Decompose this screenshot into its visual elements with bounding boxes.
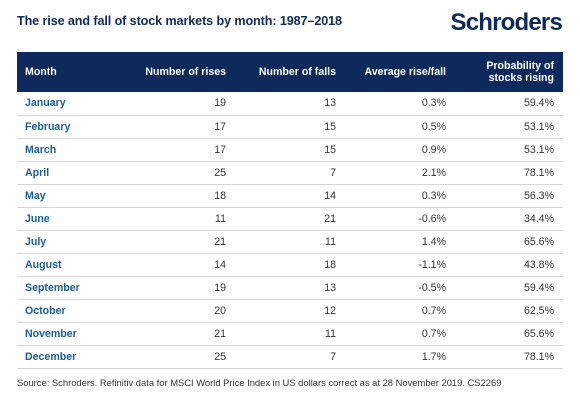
cell-probability: 59.4% (523, 281, 554, 294)
cell-rises: 21 (214, 235, 226, 248)
cell-rises: 19 (214, 97, 226, 110)
monthly-stats-table: Month Number of rises Number of falls Av… (17, 52, 563, 369)
header-rises: Number of rises (145, 66, 226, 78)
cell-month: March (25, 143, 57, 156)
table-body: January 19 13 0.3% 59.4% February 17 15 0.5% 53.1… (17, 92, 563, 368)
cell-falls: 18 (324, 258, 336, 271)
cell-falls: 15 (324, 143, 336, 156)
source-note: Source: Schroders. Refinitiv data for MS… (17, 377, 502, 388)
cell-average: -0.5% (418, 281, 446, 294)
cell-rises: 21 (214, 327, 226, 340)
cell-month: September (25, 281, 80, 294)
cell-rises: 25 (214, 350, 226, 363)
header-falls: Number of falls (258, 66, 336, 78)
cell-probability: 78.1% (523, 350, 554, 363)
cell-probability: 59.4% (523, 97, 554, 110)
cell-average: -0.6% (418, 212, 446, 225)
table-row: December 25 7 1.7% 78.1% (17, 345, 563, 368)
cell-probability: 34.4% (523, 212, 554, 225)
table-row: November 21 11 0.7% 65.6% (17, 322, 563, 345)
cell-falls: 21 (324, 212, 336, 225)
cell-probability: 53.1% (523, 120, 554, 133)
table-row: June 11 21 -0.6% 34.4% (17, 207, 563, 230)
cell-average: 1.4% (421, 235, 446, 248)
cell-falls: 11 (325, 327, 336, 340)
table-row: August 14 18 -1.1% 43.8% (17, 253, 563, 276)
cell-falls: 14 (324, 189, 336, 202)
table-row: September 19 13 -0.5% 59.4% (17, 276, 563, 299)
cell-probability: 43.8% (523, 258, 554, 271)
cell-month: January (25, 97, 66, 110)
cell-month: November (25, 327, 77, 340)
cell-falls: 7 (330, 350, 336, 363)
cell-month: April (25, 166, 50, 179)
cell-rises: 17 (214, 120, 226, 133)
cell-average: 1.7% (421, 350, 446, 363)
schroders-logo: Schroders (450, 9, 562, 36)
cell-rises: 18 (214, 189, 226, 202)
header-row: Month Number of rises Number of falls Av… (17, 52, 563, 92)
cell-average: 0.3% (421, 97, 446, 110)
cell-falls: 15 (324, 120, 336, 133)
cell-falls: 11 (325, 235, 336, 248)
cell-average: 2.1% (421, 166, 446, 179)
page-title: The rise and fall of stock markets by mo… (17, 14, 342, 28)
cell-probability: 78.1% (523, 166, 554, 179)
cell-falls: 13 (324, 281, 336, 294)
table-row: March 17 15 0.9% 53.1% (17, 138, 563, 161)
cell-month: December (25, 350, 77, 363)
header-average: Average rise/fall (364, 66, 446, 78)
cell-average: 0.5% (421, 120, 446, 133)
cell-month: June (25, 212, 50, 225)
table-row: April 25 7 2.1% 78.1% (17, 161, 563, 184)
cell-month: May (25, 189, 46, 202)
cell-probability: 65.6% (523, 327, 554, 340)
cell-rises: 19 (214, 281, 226, 294)
cell-rises: 25 (214, 166, 226, 179)
table-row: February 17 15 0.5% 53.1% (17, 115, 563, 138)
cell-rises: 20 (214, 304, 226, 317)
cell-month: February (25, 120, 71, 133)
cell-rises: 11 (215, 212, 226, 225)
cell-average: 0.7% (421, 327, 446, 340)
table-row: January 19 13 0.3% 59.4% (17, 92, 563, 115)
cell-falls: 7 (330, 166, 336, 179)
cell-falls: 12 (324, 304, 336, 317)
cell-probability: 62.5% (523, 304, 554, 317)
table-row: October 20 12 0.7% 62.5% (17, 299, 563, 322)
cell-rises: 14 (214, 258, 226, 271)
table-header: Month Number of rises Number of falls Av… (17, 52, 563, 92)
cell-average: -1.1% (418, 258, 446, 271)
cell-probability: 53.1% (523, 143, 554, 156)
cell-average: 0.7% (421, 304, 446, 317)
cell-probability: 65.6% (523, 235, 554, 248)
cell-month: July (25, 235, 47, 248)
table-row: July 21 11 1.4% 65.6% (17, 230, 563, 253)
cell-average: 0.3% (421, 189, 446, 202)
cell-month: August (25, 258, 62, 271)
header-probability: Probability of stocks rising (486, 60, 554, 84)
cell-probability: 56.3% (523, 189, 554, 202)
cell-month: October (25, 304, 66, 317)
cell-falls: 13 (324, 97, 336, 110)
cell-average: 0.9% (421, 143, 446, 156)
cell-rises: 17 (214, 143, 226, 156)
table-row: May 18 14 0.3% 56.3% (17, 184, 563, 207)
header-month: Month (25, 66, 57, 78)
